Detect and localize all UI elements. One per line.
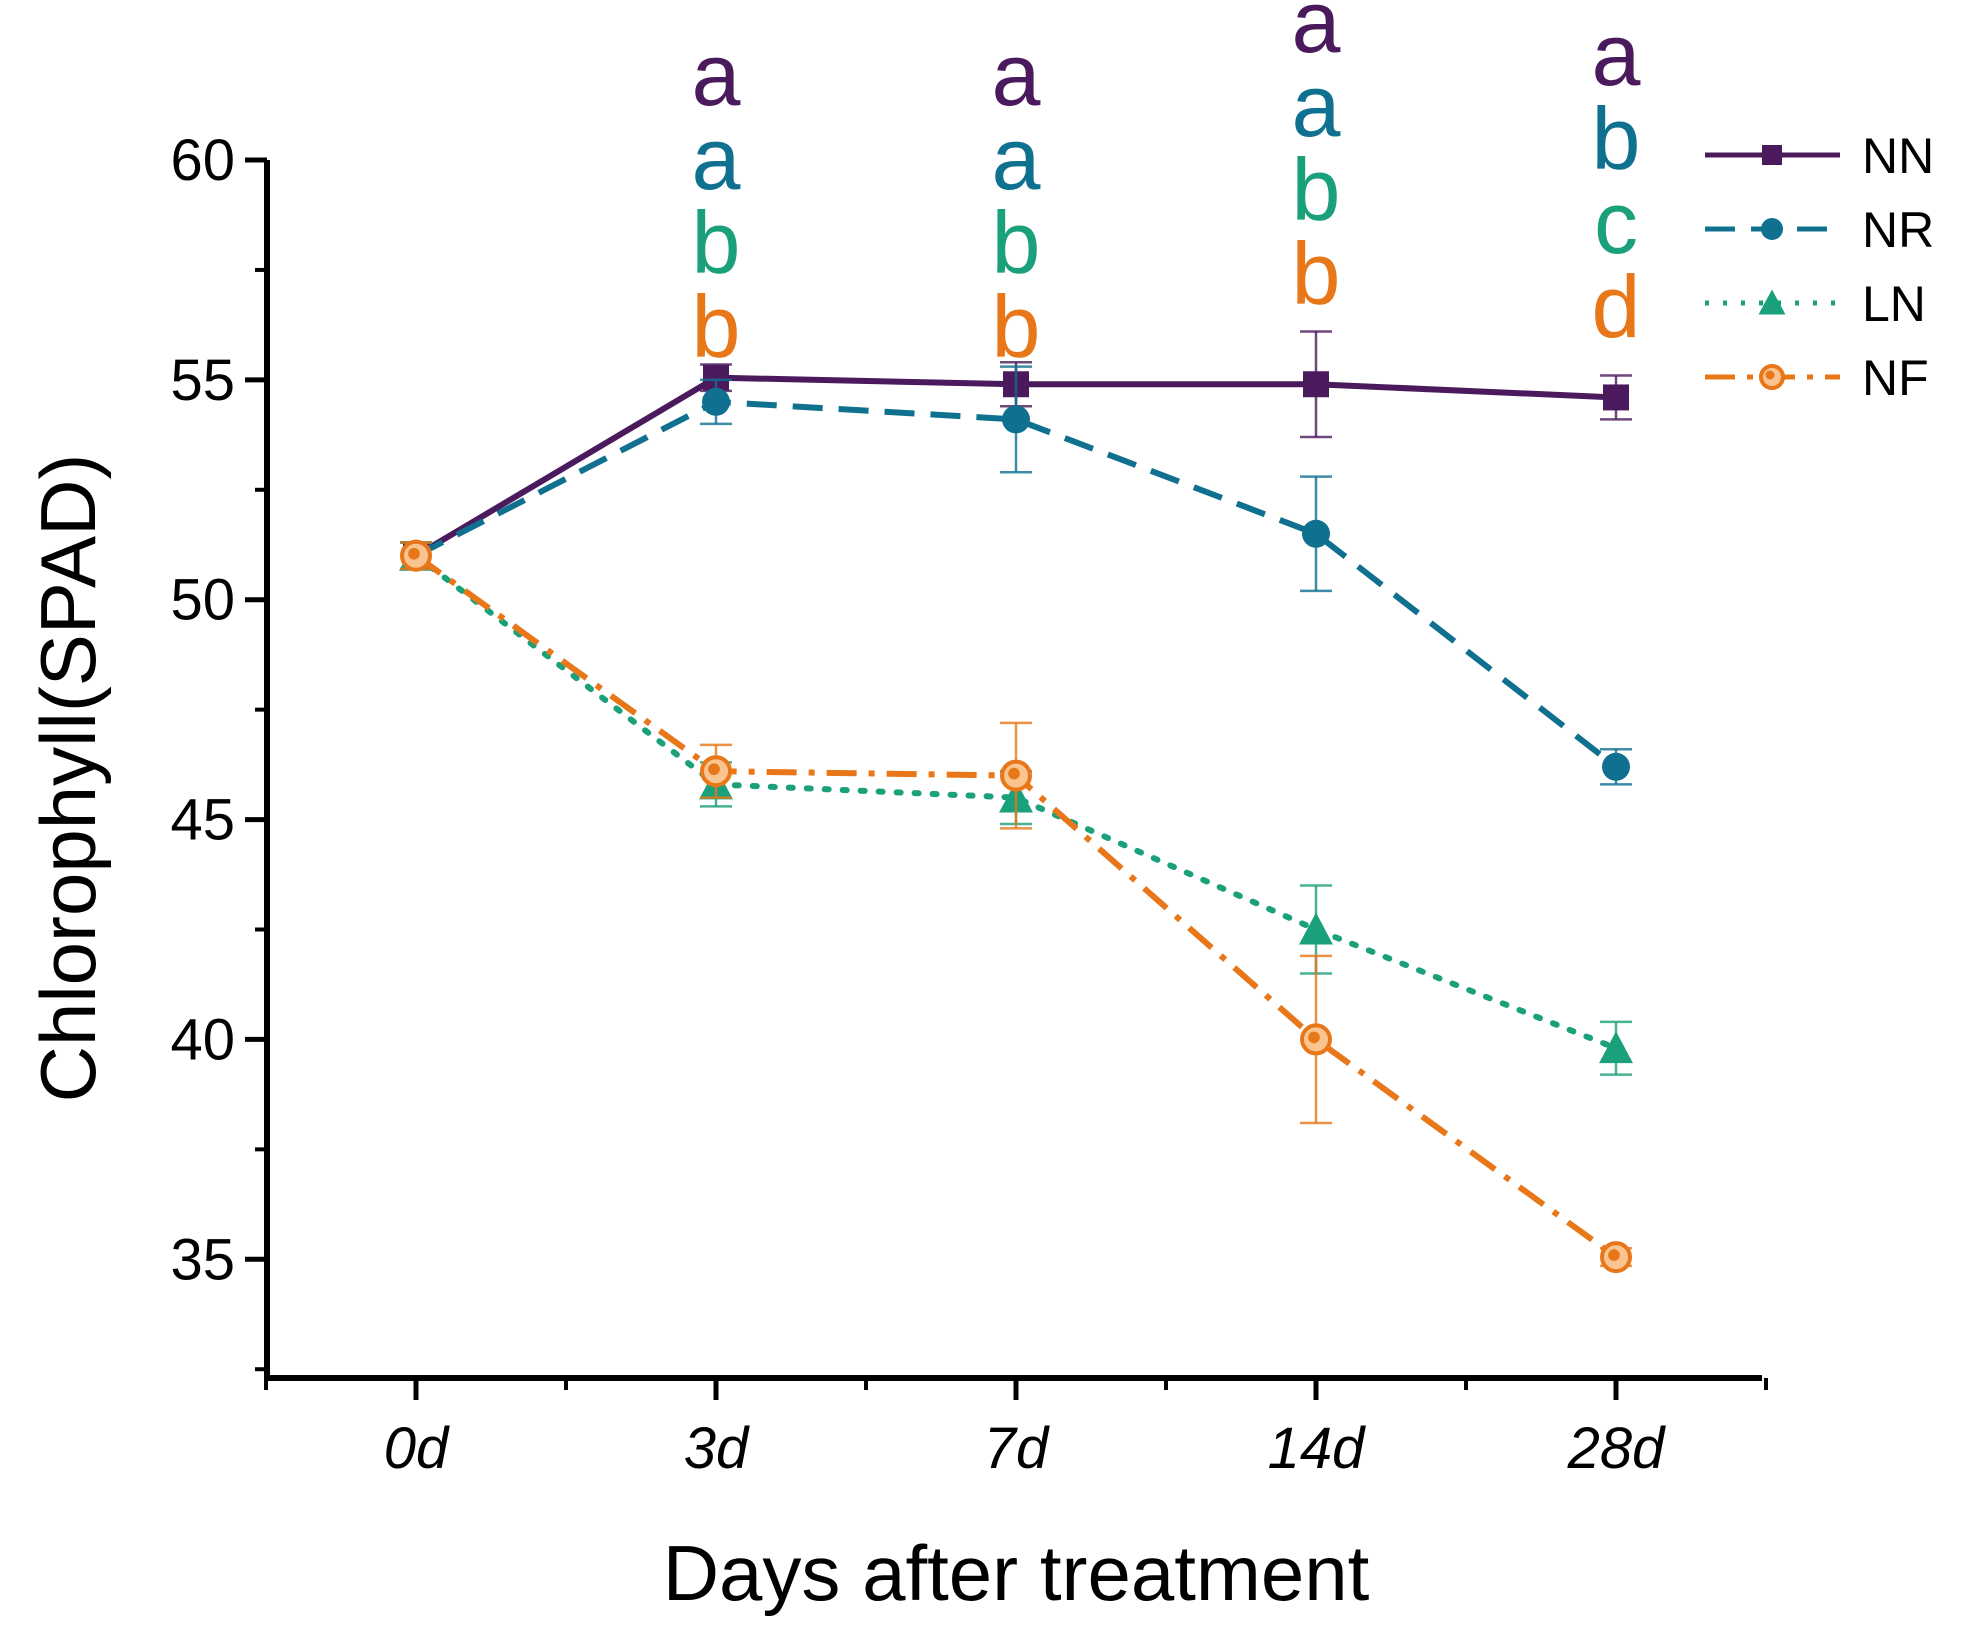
y-tick-label: 45 [170,788,235,853]
marker-core [1008,767,1020,780]
axes: 35 40 45 50 55 60 0d 3d 7d 14d 28d [170,128,1768,1481]
series-line [414,553,1618,1260]
marker-core [1608,1249,1620,1261]
significance-letter: b [692,193,741,292]
legend: NN NR LN NF [1705,128,1934,406]
y-tick-label: 40 [170,1007,235,1072]
x-tick-label: 28d [1567,1416,1667,1481]
marker-core [1765,370,1775,380]
data-point [1599,1031,1633,1064]
significance-letter: a [992,109,1041,208]
legend-marker [1762,145,1782,165]
x-tick-label: 14d [1268,1416,1367,1481]
data-point [702,387,730,416]
data-point [1002,405,1030,434]
significance-letter: a [692,109,741,208]
legend-label: LN [1862,276,1926,332]
y-tick-label: 55 [170,348,235,413]
significance-letter: a [992,25,1041,124]
data-point [1600,1241,1632,1274]
data-point [1602,752,1630,781]
legend-item-nn: NN [1705,128,1934,184]
data-point [1300,1023,1332,1056]
marker-core [1308,1031,1320,1044]
y-tick-label: 50 [170,568,235,633]
significance-letter: b [692,277,741,376]
data-point [1302,519,1330,548]
significance-letters: a aa aa aa bb bb cb bb d [692,0,1641,376]
significance-letter: b [1592,89,1641,188]
significance-letter: b [1292,140,1341,239]
legend-item-nr: NR [1705,202,1934,258]
legend-marker [1759,364,1785,390]
significance-letter: a [1292,56,1341,155]
series-nf [400,539,1632,1274]
legend-item-ln: LN [1705,276,1926,332]
data-point [1000,759,1032,792]
series-nr [400,365,1632,786]
data-point [1299,912,1333,945]
legend-label: NN [1862,128,1934,184]
y-axis-title: Chlorophyll(SPAD) [24,454,112,1103]
significance-letter: b [1292,224,1341,323]
legend-label: NR [1862,202,1934,258]
significance-letter: a [1292,0,1341,71]
data-point [1603,384,1629,411]
legend-marker [1761,218,1783,240]
x-axis-title: Days after treatment [663,1529,1370,1617]
marker-core [408,547,420,560]
x-tick-label: 7d [984,1416,1050,1481]
significance-letter: c [1594,173,1638,272]
series-line [413,552,1619,1052]
legend-label: NF [1862,350,1929,406]
data-point [700,755,732,788]
significance-letter: d [1592,257,1641,356]
significance-letter: b [992,193,1041,292]
x-tick-label: 0d [384,1416,450,1481]
significance-letter: a [692,25,741,124]
y-tick-label: 60 [170,128,235,193]
plot-area [399,330,1633,1274]
data-point [400,539,432,572]
legend-marker [1758,289,1786,315]
significance-letter: b [992,277,1041,376]
series-line [414,398,1618,770]
legend-item-nf: NF [1705,350,1929,406]
significance-letter: a [1592,5,1641,104]
data-point [1303,371,1329,398]
marker-core [708,763,720,776]
x-tick-label: 3d [684,1416,750,1481]
y-tick-label: 35 [170,1227,235,1292]
